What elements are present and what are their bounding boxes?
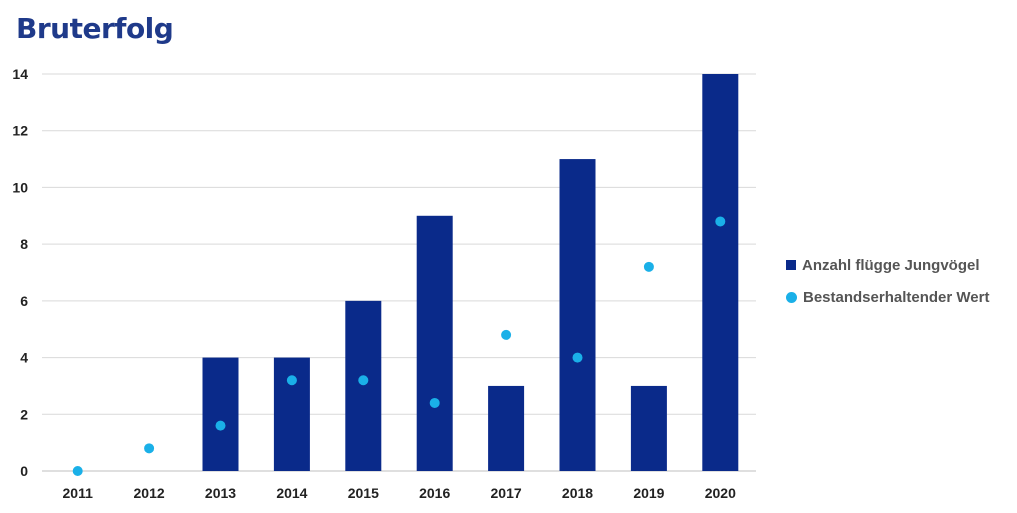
dot-point <box>572 352 583 363</box>
legend: Anzahl flügge Jungvögel Bestandserhalten… <box>786 255 989 319</box>
dot-point <box>501 329 512 340</box>
y-tick-label: 8 <box>20 236 28 252</box>
bar <box>630 385 667 471</box>
x-tick-label: 2011 <box>63 485 94 501</box>
y-tick-label: 14 <box>12 66 28 82</box>
x-tick-label: 2012 <box>134 485 165 501</box>
y-tick-label: 0 <box>20 463 28 479</box>
x-tick-label: 2014 <box>276 485 307 501</box>
x-tick-label: 2019 <box>633 485 664 501</box>
bar <box>488 385 525 471</box>
legend-dot-swatch <box>786 291 797 303</box>
y-tick-label: 6 <box>20 293 28 309</box>
bar <box>559 159 596 472</box>
legend-bar-swatch <box>786 260 796 270</box>
x-tick-label: 2017 <box>491 485 522 501</box>
dot-series <box>72 216 726 476</box>
bar <box>202 357 239 471</box>
x-tick-labels: 2011 2012 2013 2014 2015 2016 2017 2018 2019 2020 <box>63 485 737 501</box>
dot-point <box>429 397 440 408</box>
y-tick-label: 4 <box>20 350 28 366</box>
bar <box>702 74 739 471</box>
dot-point <box>72 466 83 476</box>
x-tick-label: 2015 <box>348 485 379 501</box>
gridlines <box>42 73 756 472</box>
x-tick-label: 2016 <box>419 485 450 501</box>
y-tick-label: 10 <box>12 179 28 195</box>
bar <box>416 215 453 471</box>
bar <box>273 357 310 471</box>
x-tick-label: 2018 <box>562 485 593 501</box>
legend-label-bars: Anzahl flügge Jungvögel <box>802 256 980 274</box>
dot-point <box>358 375 369 386</box>
legend-label-dots: Bestandserhaltender Wert <box>803 288 990 306</box>
x-tick-label: 2013 <box>205 485 236 501</box>
bar-series <box>202 74 739 472</box>
dot-point <box>144 443 155 454</box>
y-tick-labels: 0 2 4 6 8 10 12 14 <box>12 66 28 479</box>
dot-point <box>643 261 654 272</box>
x-tick-label: 2020 <box>705 485 736 501</box>
dot-point <box>286 375 297 386</box>
y-tick-label: 12 <box>12 123 28 139</box>
legend-item-dots: Bestandserhaltender Wert <box>786 287 989 307</box>
dot-point <box>215 420 226 431</box>
chart-title: Bruterfolg <box>16 12 174 45</box>
legend-item-bars: Anzahl flügge Jungvögel <box>786 255 989 275</box>
dot-point <box>715 216 726 227</box>
bar <box>345 300 382 471</box>
y-tick-label: 2 <box>20 406 28 422</box>
